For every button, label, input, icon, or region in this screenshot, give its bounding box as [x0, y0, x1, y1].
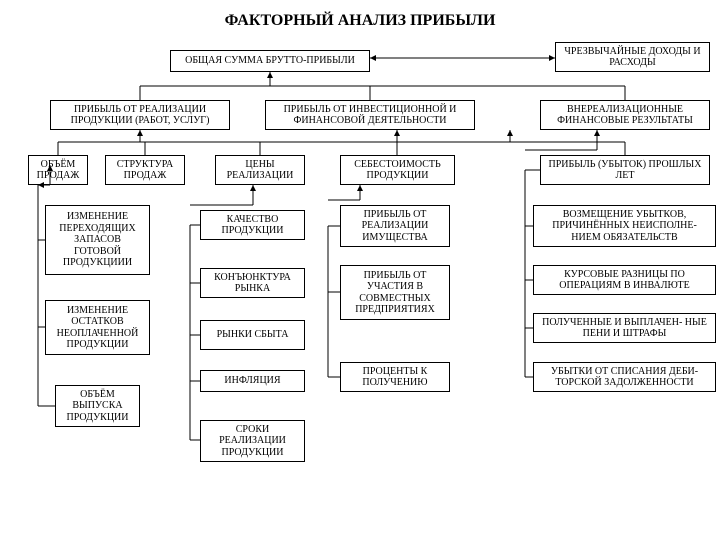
- box-output: ОБЪЁМ ВЫПУСКА ПРОДУКЦИИ: [55, 385, 140, 427]
- page-title: ФАКТОРНЫЙ АНАЛИЗ ПРИБЫЛИ: [150, 12, 570, 30]
- box-fxdiff: КУРСОВЫЕ РАЗНИЦЫ ПО ОПЕРАЦИЯМ В ИНВАЛЮТЕ: [533, 265, 716, 295]
- box-cost: СЕБЕСТОИМОСТЬ ПРОДУКЦИИ: [340, 155, 455, 185]
- box-damages: ВОЗМЕЩЕНИЕ УБЫТКОВ, ПРИЧИНЁННЫХ НЕИСПОЛН…: [533, 205, 716, 247]
- box-root: ОБЩАЯ СУММА БРУТТО-ПРИБЫЛИ: [170, 50, 370, 72]
- box-penalties: ПОЛУЧЕННЫЕ И ВЫПЛАЧЕН- НЫЕ ПЕНИ И ШТРАФЫ: [533, 313, 716, 343]
- box-nonsale: ВНЕРЕАЛИЗАЦИОННЫЕ ФИНАНСОВЫЕ РЕЗУЛЬТАТЫ: [540, 100, 710, 130]
- box-realprop: ПРИБЫЛЬ ОТ РЕАЛИЗАЦИИ ИМУЩЕСТВА: [340, 205, 450, 247]
- box-prices: ЦЕНЫ РЕАЛИЗАЦИИ: [215, 155, 305, 185]
- box-markets: РЫНКИ СБЫТА: [200, 320, 305, 350]
- box-writeoff: УБЫТКИ ОТ СПИСАНИЯ ДЕБИ- ТОРСКОЙ ЗАДОЛЖЕ…: [533, 362, 716, 392]
- box-carryover: ИЗМЕНЕНИЕ ПЕРЕХОДЯЩИХ ЗАПАСОВ ГОТОВОЙ ПР…: [45, 205, 150, 275]
- box-interest: ПРОЦЕНТЫ К ПОЛУЧЕНИЮ: [340, 362, 450, 392]
- box-inflation: ИНФЛЯЦИЯ: [200, 370, 305, 392]
- box-struct: СТРУКТУРА ПРОДАЖ: [105, 155, 185, 185]
- box-volume: ОБЪЁМ ПРОДАЖ: [28, 155, 88, 185]
- box-terms: СРОКИ РЕАЛИЗАЦИИ ПРОДУКЦИИ: [200, 420, 305, 462]
- box-quality: КАЧЕСТВО ПРОДУКЦИИ: [200, 210, 305, 240]
- box-extraord: ЧРЕЗВЫЧАЙНЫЕ ДОХОДЫ И РАСХОДЫ: [555, 42, 710, 72]
- box-conj: КОНЪЮНКТУРА РЫНКА: [200, 268, 305, 298]
- box-prevloss: ПРИБЫЛЬ (УБЫТОК) ПРОШЛЫХ ЛЕТ: [540, 155, 710, 185]
- box-joint: ПРИБЫЛЬ ОТ УЧАСТИЯ В СОВМЕСТНЫХ ПРЕДПРИЯ…: [340, 265, 450, 320]
- box-invest: ПРИБЫЛЬ ОТ ИНВЕСТИЦИОННОЙ И ФИНАНСОВОЙ Д…: [265, 100, 475, 130]
- box-unpaid: ИЗМЕНЕНИЕ ОСТАТКОВ НЕОПЛАЧЕННОЙ ПРОДУКЦИ…: [45, 300, 150, 355]
- box-realiz: ПРИБЫЛЬ ОТ РЕАЛИЗАЦИИ ПРОДУКЦИИ (РАБОТ, …: [50, 100, 230, 130]
